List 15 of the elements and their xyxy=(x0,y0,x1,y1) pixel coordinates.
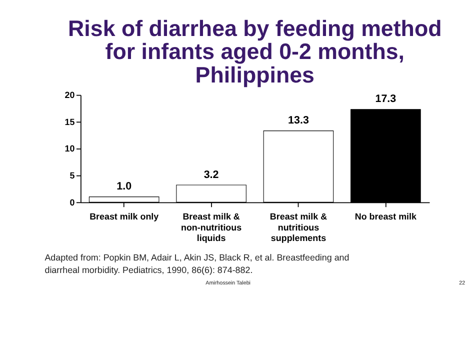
data-label: 3.2 xyxy=(204,168,219,181)
y-tick-label: 5 xyxy=(70,170,75,180)
x-tick-label: Breast milk only xyxy=(90,212,159,222)
x-tick-label: Breast milk & non-nutritious liquids xyxy=(181,212,242,244)
chart-title: Risk of diarrhea by feeding method for infants aged 0-2 months, Philippines xyxy=(68,16,442,88)
y-tick-label: 0 xyxy=(70,197,75,208)
y-tick-label: 15 xyxy=(64,116,75,127)
data-label: 1.0 xyxy=(116,180,132,193)
data-label: 13.3 xyxy=(288,114,309,127)
x-tick-label: No breast milk xyxy=(354,212,417,222)
y-tick-label: 10 xyxy=(64,144,75,154)
text: Adapted from: Popkin BM, Adair L, Akin JS, Black R, et al. Breastfeeding and diarrheal morbidity. Pediatrics, 1990, 86(6): 874-882. xyxy=(44,252,350,275)
data-label: 17.3 xyxy=(375,93,396,106)
y-tick-label: 20 xyxy=(64,90,75,100)
x-tick-label: Breast milk & nutritious supplements xyxy=(270,212,328,244)
